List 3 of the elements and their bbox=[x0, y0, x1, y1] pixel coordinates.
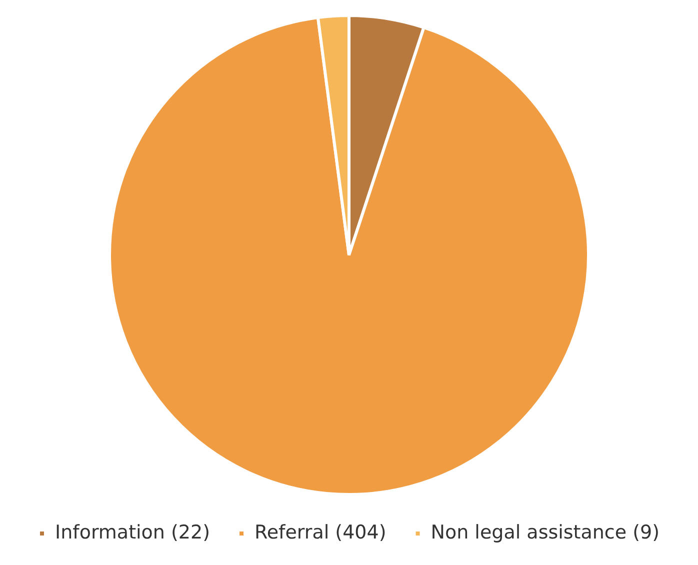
legend-label: Non legal assistance (9) bbox=[430, 521, 660, 544]
legend-label: Information (22) bbox=[54, 521, 210, 544]
legend-label: Referral (404) bbox=[254, 521, 386, 544]
